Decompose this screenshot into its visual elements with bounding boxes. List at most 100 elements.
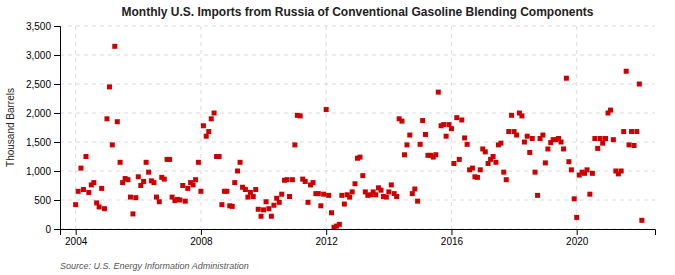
point <box>224 189 229 194</box>
points <box>73 44 644 229</box>
y-tick-label: 3,500 <box>26 21 51 32</box>
point <box>420 118 425 123</box>
point <box>441 122 446 127</box>
point <box>394 194 399 199</box>
point <box>204 134 209 139</box>
point <box>329 210 334 215</box>
y-tick: 3,000 <box>26 50 60 61</box>
point <box>444 134 449 139</box>
point <box>399 119 404 124</box>
y-tick-mark <box>54 26 60 27</box>
y-tick-mark <box>54 229 60 230</box>
point <box>146 170 151 175</box>
x-tick-label: 2004 <box>65 236 88 247</box>
y-grid-line <box>60 200 655 201</box>
point <box>423 132 428 137</box>
y-tick: 1,000 <box>26 166 60 177</box>
point <box>151 180 156 185</box>
point <box>81 187 86 192</box>
point <box>290 177 295 182</box>
y-tick-mark <box>54 142 60 143</box>
point <box>269 214 274 219</box>
point <box>303 179 308 184</box>
point <box>198 189 203 194</box>
x-tick-mark <box>201 229 202 235</box>
point <box>525 134 530 139</box>
point <box>128 195 133 200</box>
x-tick-label: 2016 <box>441 236 464 247</box>
source-note: Source: U.S. Energy Information Administ… <box>60 261 249 271</box>
point <box>115 119 120 124</box>
point <box>264 199 269 204</box>
y-tick-label: 2,000 <box>26 108 51 119</box>
y-tick-label: 1,500 <box>26 137 51 148</box>
point <box>386 189 391 194</box>
point <box>102 206 107 211</box>
x-axis: 20042008201220162020 <box>61 229 656 247</box>
point <box>402 152 407 157</box>
y-axis-line <box>54 27 61 230</box>
point <box>326 193 331 198</box>
point <box>543 160 548 165</box>
point <box>107 84 112 89</box>
point <box>157 199 162 204</box>
y-axis-label: Thousand Barrels <box>5 88 16 167</box>
x-grid-line <box>75 26 76 229</box>
point <box>324 107 329 112</box>
point <box>501 170 506 175</box>
y-tick: 2,500 <box>26 79 60 90</box>
point <box>232 180 237 185</box>
y-tick-label: 0 <box>45 224 51 235</box>
y-tick: 3,500 <box>26 21 60 32</box>
point <box>587 192 592 197</box>
point <box>470 166 475 171</box>
point <box>590 171 595 176</box>
point <box>118 160 123 165</box>
point <box>83 154 88 159</box>
y-grid-line <box>60 26 655 27</box>
y-grid-line <box>60 142 655 143</box>
point <box>373 192 378 197</box>
point <box>73 202 78 207</box>
point <box>253 187 258 192</box>
point <box>154 195 159 200</box>
point <box>436 90 441 95</box>
y-tick-mark <box>54 200 60 201</box>
point <box>235 169 240 174</box>
point <box>271 203 276 208</box>
point <box>193 177 198 182</box>
point <box>238 160 243 165</box>
point <box>384 195 389 200</box>
point <box>97 204 102 209</box>
y-tick-mark <box>54 113 60 114</box>
point <box>410 191 415 196</box>
point <box>504 177 509 182</box>
point <box>559 140 564 145</box>
point <box>196 160 201 165</box>
y-tick: 500 <box>34 195 60 206</box>
title: Monthly U.S. Imports from Russia of Conv… <box>121 5 593 19</box>
point <box>342 202 347 207</box>
point <box>619 169 624 174</box>
point <box>493 160 498 165</box>
y-grid-line <box>60 55 655 56</box>
y-grid-line <box>60 84 655 85</box>
point <box>483 149 488 154</box>
point <box>279 192 284 197</box>
point <box>522 140 527 145</box>
point <box>212 111 217 116</box>
point <box>316 191 321 196</box>
point <box>603 136 608 141</box>
x-tick: 2012 <box>316 229 339 247</box>
point <box>167 157 172 162</box>
point <box>360 173 365 178</box>
point <box>540 133 545 138</box>
point <box>91 180 96 185</box>
x-tick-label: 2012 <box>316 236 339 247</box>
y-tick-label: 500 <box>34 195 51 206</box>
point <box>378 188 383 193</box>
point <box>125 177 130 182</box>
point <box>611 137 616 142</box>
point <box>285 177 290 182</box>
point <box>459 117 464 122</box>
